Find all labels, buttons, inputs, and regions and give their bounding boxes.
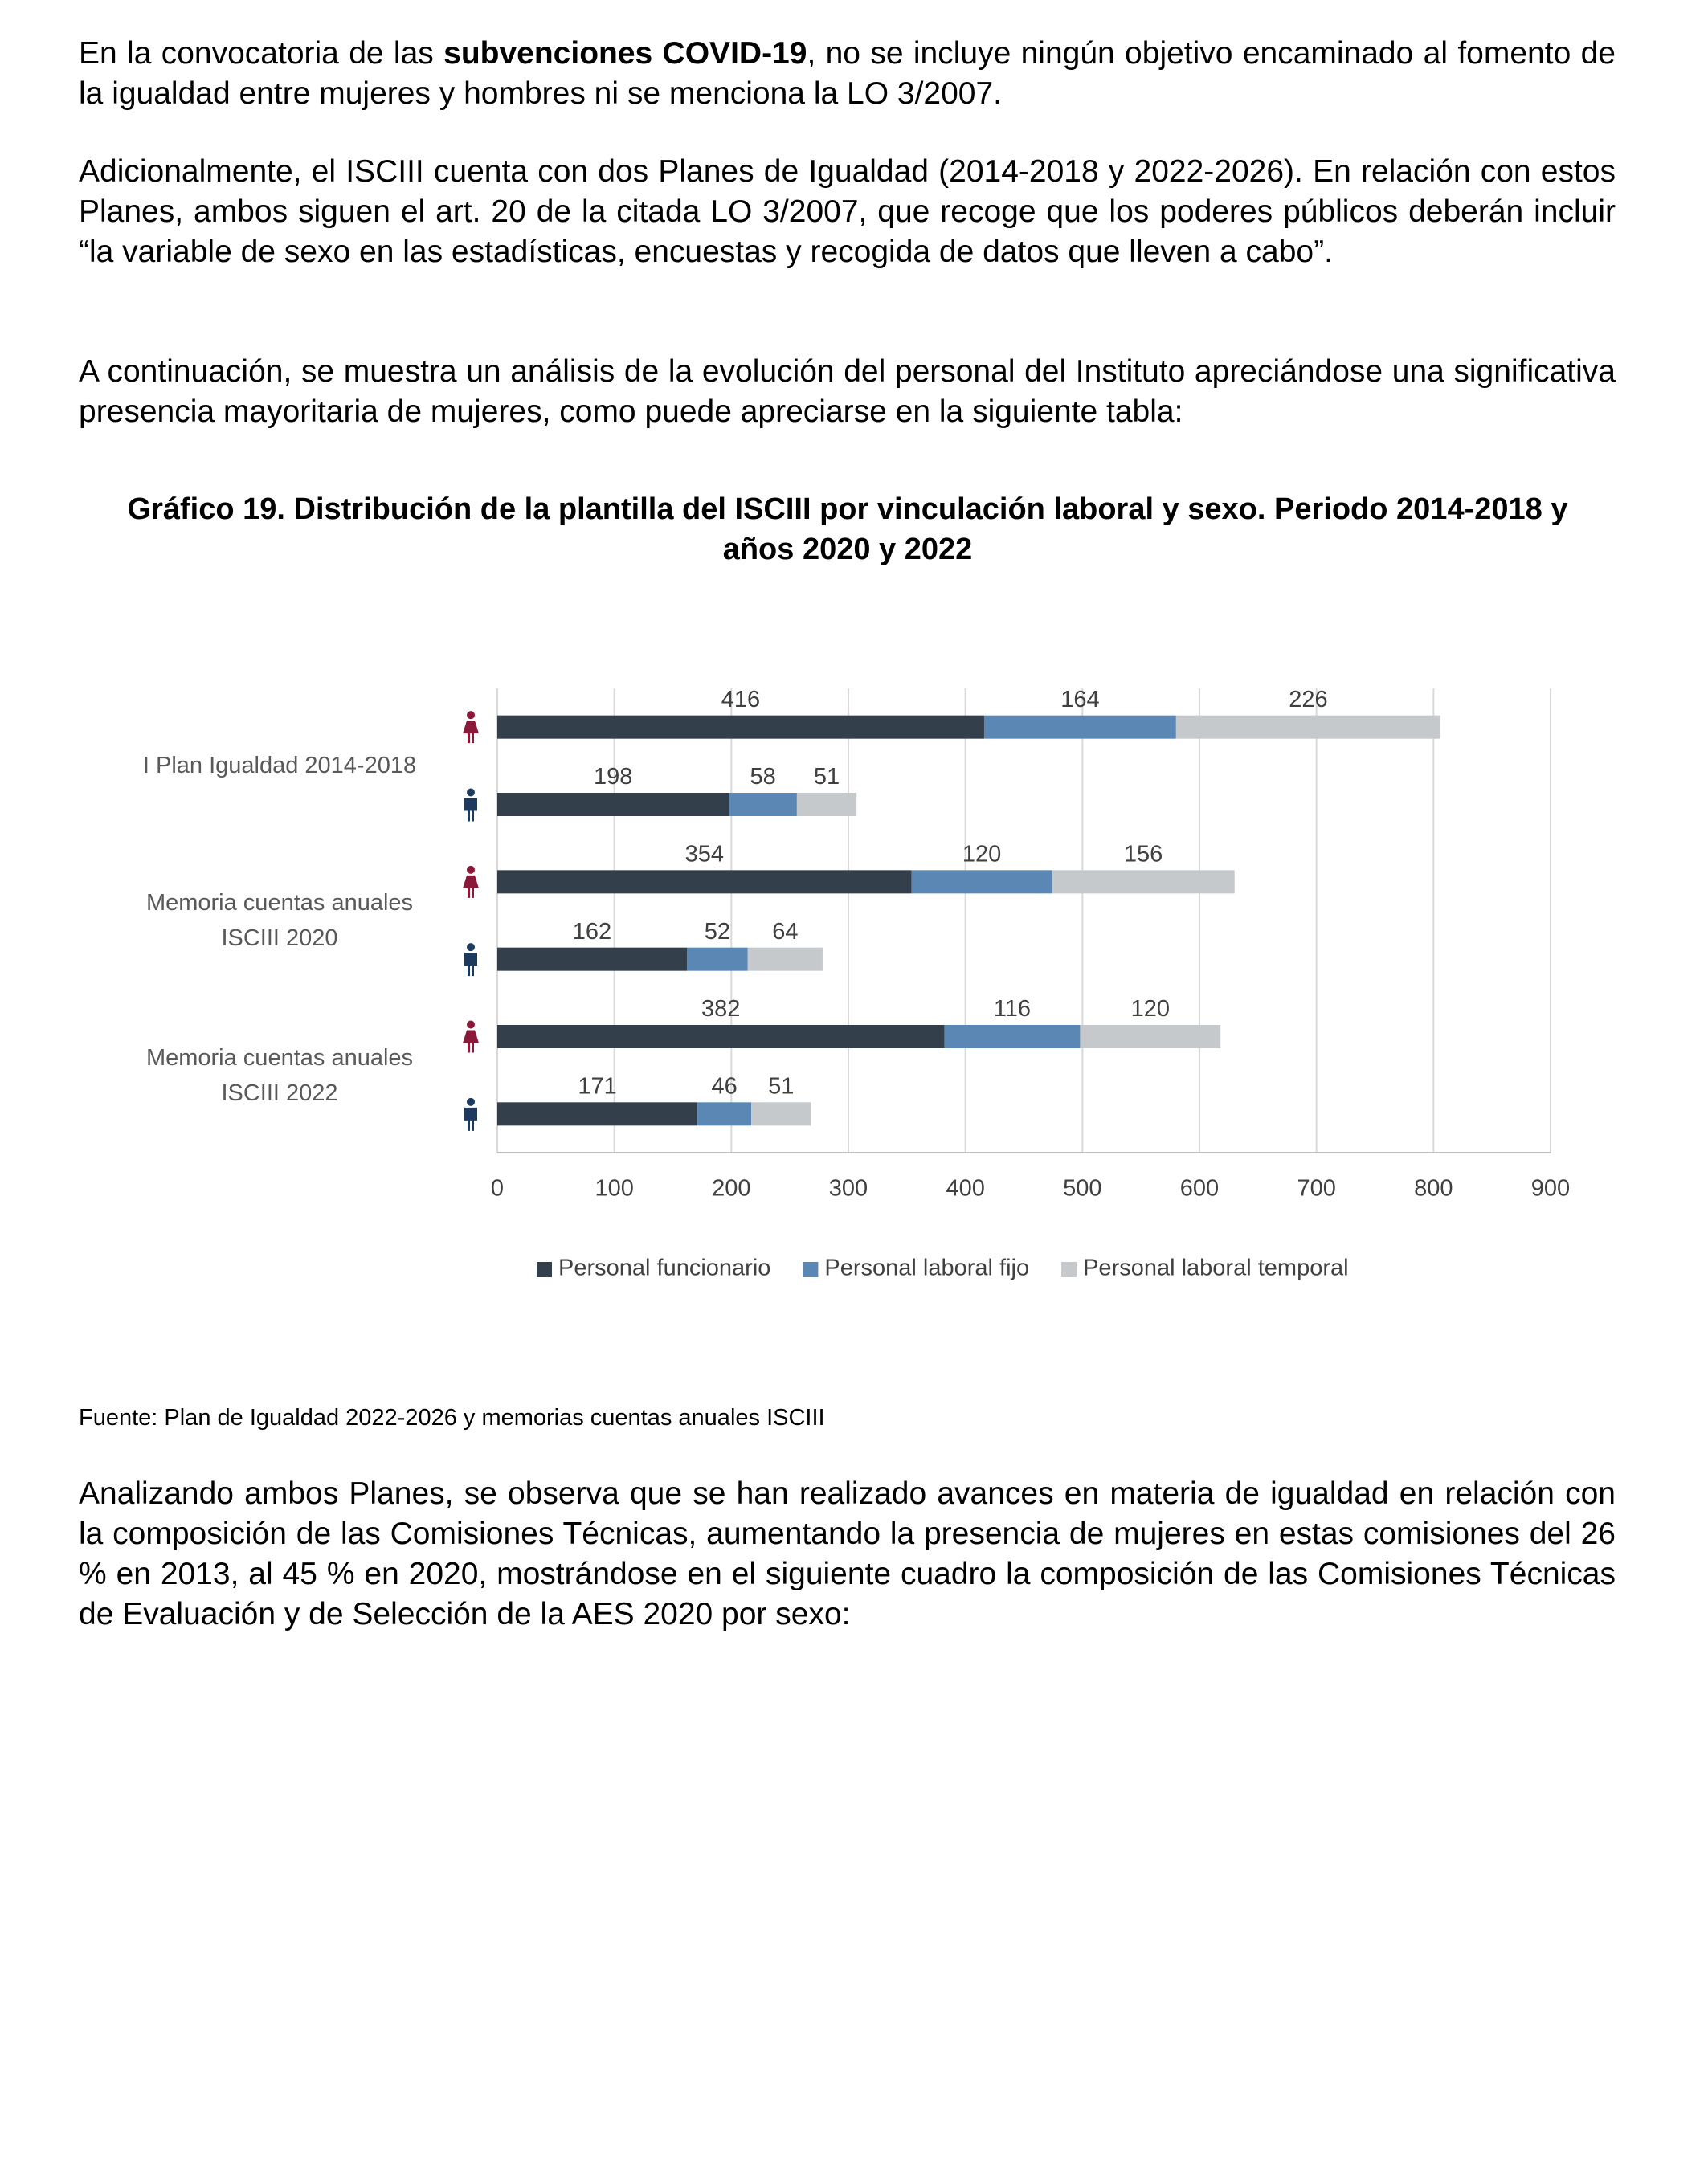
x-tick-label: 500 (1063, 1176, 1101, 1202)
icon-head (467, 1097, 475, 1106)
female-icon (463, 1020, 479, 1053)
data-label: 46 (711, 1073, 737, 1099)
x-tick-label: 800 (1414, 1176, 1453, 1202)
data-label: 198 (594, 764, 632, 790)
bar-segment (944, 1025, 1081, 1048)
legend-label: Personal funcionario (558, 1255, 770, 1281)
icon-head (467, 788, 475, 797)
x-tick-label: 200 (712, 1176, 750, 1202)
data-label: 52 (705, 919, 730, 945)
chart-title: Gráfico 19. Distribución de la plantilla… (127, 492, 1568, 566)
text: , no se incluye ningún objetivo encamina… (79, 36, 1616, 111)
data-label: 64 (772, 919, 798, 945)
icon-body (463, 721, 479, 744)
bar-segment (1052, 870, 1235, 894)
icon-head (467, 943, 475, 952)
paragraph: A continuación, se muestra un análisis d… (79, 354, 1616, 429)
bar-segment (751, 1102, 811, 1126)
x-tick-label: 0 (491, 1176, 504, 1202)
bar-segment (796, 793, 857, 816)
bar-segment (497, 947, 687, 971)
chart: 0 100 200 300 400 500 600 700 800 900 416 164 226 198… (463, 687, 1570, 1281)
bar-segment (983, 715, 1176, 739)
paragraph: Analizando ambos Planes, se observa que … (79, 1476, 1616, 1631)
data-label: 416 (721, 687, 760, 712)
data-label: 354 (685, 841, 724, 867)
data-label: 120 (1131, 996, 1170, 1022)
icon-body (463, 1030, 479, 1053)
data-label: 162 (573, 919, 611, 945)
data-label: 58 (750, 764, 776, 790)
icon-head (467, 1020, 475, 1029)
category-label: I Plan Igualdad 2014-2018 (142, 753, 417, 779)
data-label: 156 (1124, 841, 1163, 867)
legend-label: Personal laboral temporal (1083, 1255, 1348, 1281)
data-label: 51 (768, 1073, 794, 1099)
male-icon (464, 943, 477, 977)
data-label: 120 (962, 841, 1001, 867)
bar-segment (1080, 1025, 1221, 1048)
icon-body (464, 953, 477, 977)
x-tick-label: 600 (1180, 1176, 1219, 1202)
paragraph: En la convocatoria de las subvenciones C… (79, 34, 1616, 114)
x-tick-label: 400 (946, 1176, 984, 1202)
legend-swatch (537, 1262, 552, 1277)
data-label: 116 (994, 996, 1031, 1022)
bar-segment (497, 1025, 945, 1048)
legend-swatch (803, 1262, 819, 1277)
data-label: 51 (814, 764, 840, 790)
data-label: 171 (578, 1073, 616, 1099)
bar-segment (1175, 715, 1441, 739)
female-icon (463, 865, 479, 898)
x-tick-label: 100 (595, 1176, 633, 1202)
bar-segment (747, 947, 823, 971)
male-icon (464, 788, 477, 822)
icon-body (463, 875, 479, 898)
x-tick-label: 900 (1531, 1176, 1570, 1202)
bold-text: subvenciones COVID-19 (443, 36, 807, 71)
icon-head (467, 711, 475, 720)
data-label: 382 (701, 996, 740, 1022)
x-tick-label: 700 (1297, 1176, 1335, 1202)
icon-body (464, 798, 477, 822)
bar-segment (497, 715, 984, 739)
bar-segment (911, 870, 1052, 894)
category-label: Memoria cuentas anuales ISCIII 2022 (145, 1044, 414, 1106)
female-icon (463, 711, 479, 744)
bar-segment (497, 1102, 698, 1126)
source: Fuente: Plan de Igualdad 2022-2026 y mem… (79, 1405, 825, 1431)
x-tick-label: 300 (829, 1176, 868, 1202)
bar-segment (497, 870, 912, 894)
icon-body (464, 1107, 477, 1131)
text: En la convocatoria de las (79, 36, 444, 71)
paragraph: Adicionalmente, el ISCIII cuenta con dos… (79, 154, 1616, 269)
data-label: 226 (1289, 687, 1327, 712)
male-icon (464, 1097, 477, 1131)
legend-swatch (1061, 1262, 1077, 1277)
bar-segment (697, 1102, 752, 1126)
data-label: 164 (1060, 687, 1099, 712)
bar-segment (729, 793, 797, 816)
icon-head (467, 865, 475, 874)
bar-segment (686, 947, 748, 971)
category-label: Memoria cuentas anuales ISCIII 2020 (145, 890, 414, 951)
bar-segment (497, 793, 729, 816)
legend-label: Personal laboral fijo (824, 1255, 1029, 1281)
